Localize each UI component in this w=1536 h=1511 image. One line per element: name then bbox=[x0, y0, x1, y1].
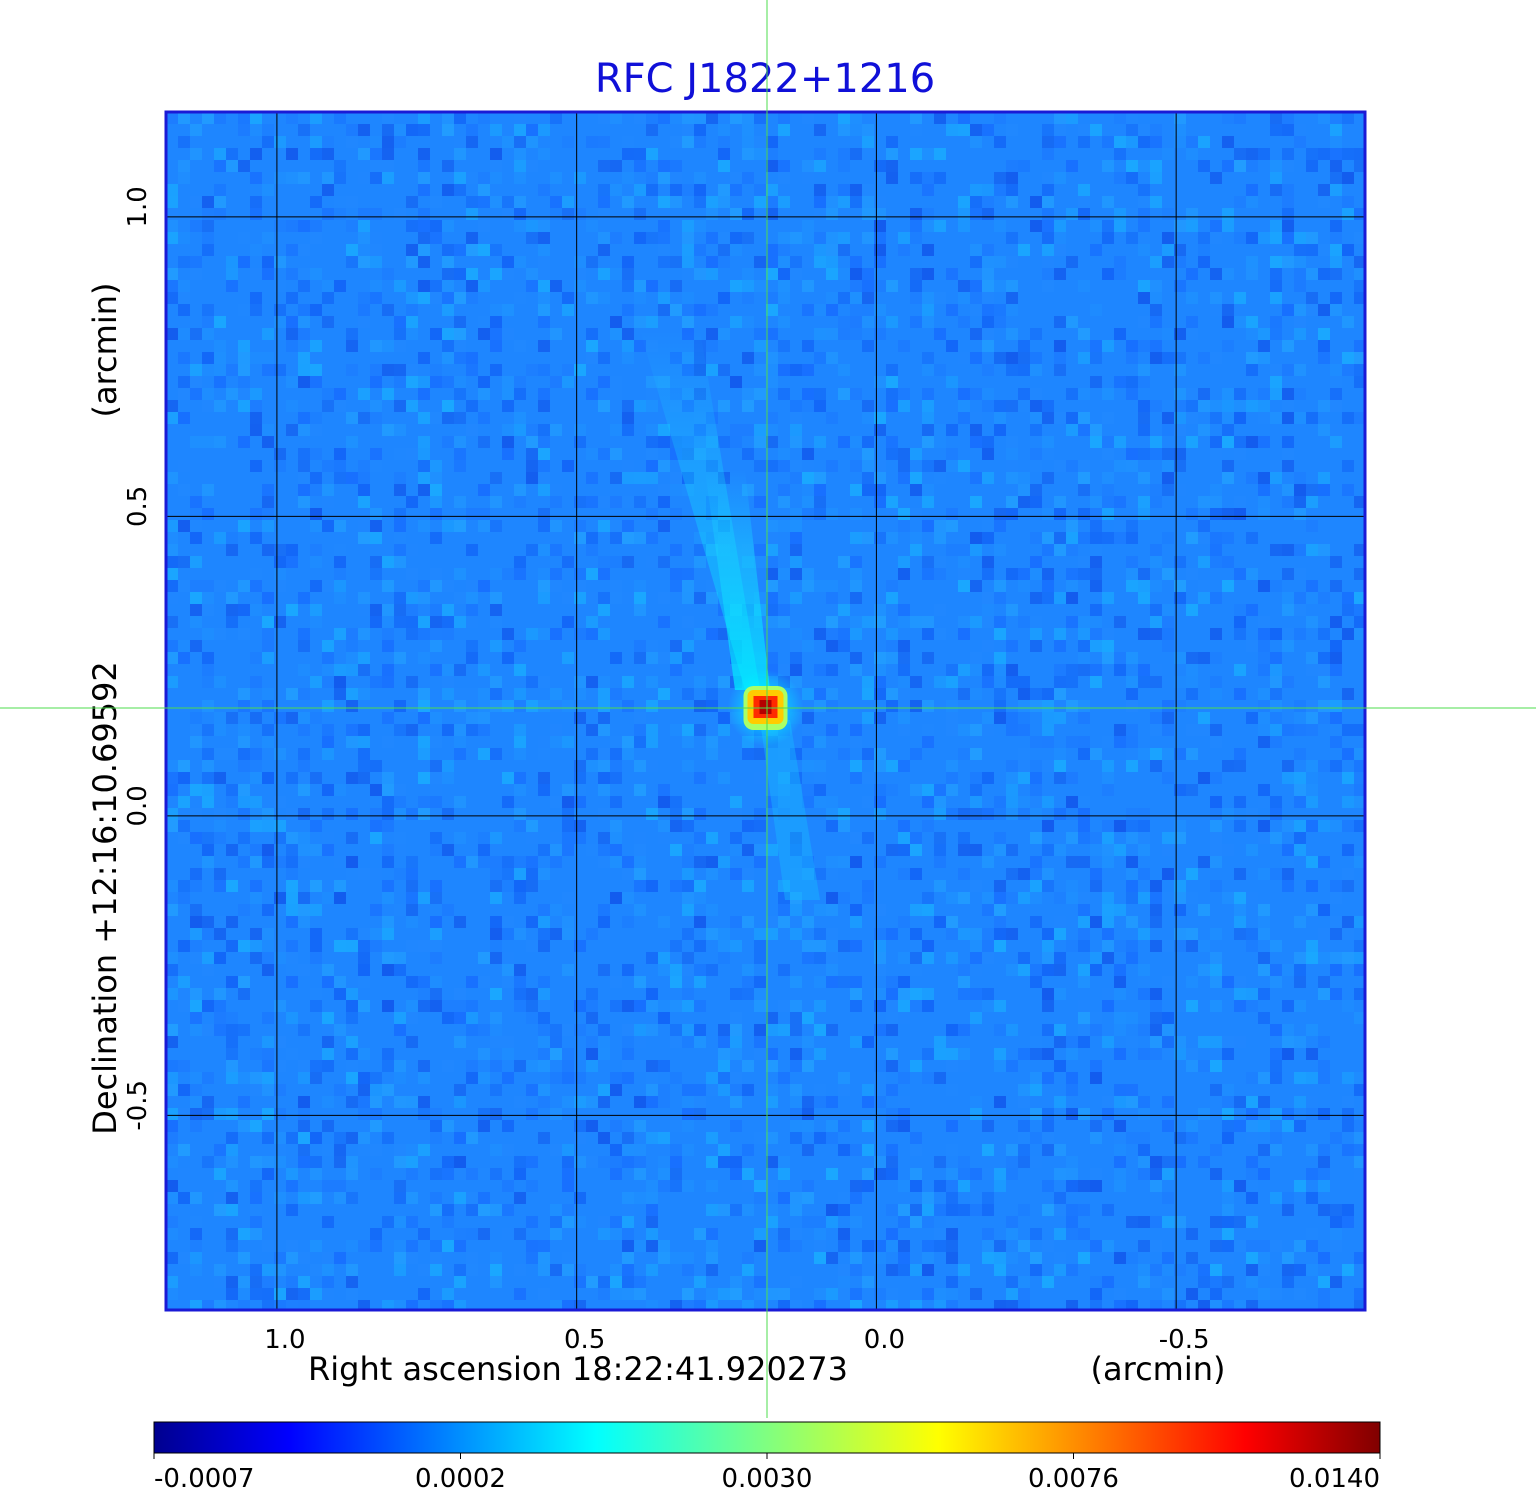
x-tick-label: -0.5 bbox=[1159, 1325, 1210, 1355]
colorbar-tick-label: -0.0007 bbox=[154, 1464, 254, 1494]
y-tick-label: 0.0 bbox=[123, 785, 153, 826]
x-axis-label: Right ascension 18:22:41.920273 bbox=[308, 1350, 848, 1388]
x-tick-label: 0.5 bbox=[564, 1325, 605, 1355]
colorbar bbox=[153, 1421, 1381, 1454]
y-tick-label: 1.0 bbox=[123, 186, 153, 227]
y-tick-label: 0.5 bbox=[123, 486, 153, 527]
y-axis-label: Declination +12:16:10.69592 bbox=[86, 661, 124, 1135]
y-tick-labels: 1.0 0.5 0.0 -0.5 bbox=[123, 186, 153, 1131]
colorbar-tick-label: 0.0030 bbox=[722, 1464, 813, 1494]
image-noise-pixels bbox=[166, 112, 1365, 1310]
y-axis-unit: (arcmin) bbox=[86, 283, 124, 418]
colorbar-tick-label: 0.0140 bbox=[1289, 1464, 1380, 1494]
x-tick-label: 1.0 bbox=[264, 1325, 305, 1355]
radio-image bbox=[166, 112, 1365, 1310]
crosshair bbox=[0, 0, 1536, 1418]
x-tick-label: 0.0 bbox=[864, 1325, 905, 1355]
plot-title: RFC J1822+1216 bbox=[595, 56, 935, 102]
y-tick-label: -0.5 bbox=[123, 1080, 153, 1131]
plot-frame bbox=[164, 110, 1367, 1312]
colorbar-tick-labels: -0.0007 0.0002 0.0030 0.0076 0.0140 bbox=[153, 1453, 1381, 1494]
jet-emission bbox=[640, 330, 820, 900]
coordinate-grid bbox=[166, 112, 1365, 1310]
x-tick-labels: 1.0 0.5 0.0 -0.5 bbox=[264, 1325, 1209, 1355]
x-axis-unit: (arcmin) bbox=[1091, 1350, 1226, 1388]
colorbar-tick-label: 0.0076 bbox=[1028, 1464, 1119, 1494]
colorbar-tick-label: 0.0002 bbox=[415, 1464, 506, 1494]
